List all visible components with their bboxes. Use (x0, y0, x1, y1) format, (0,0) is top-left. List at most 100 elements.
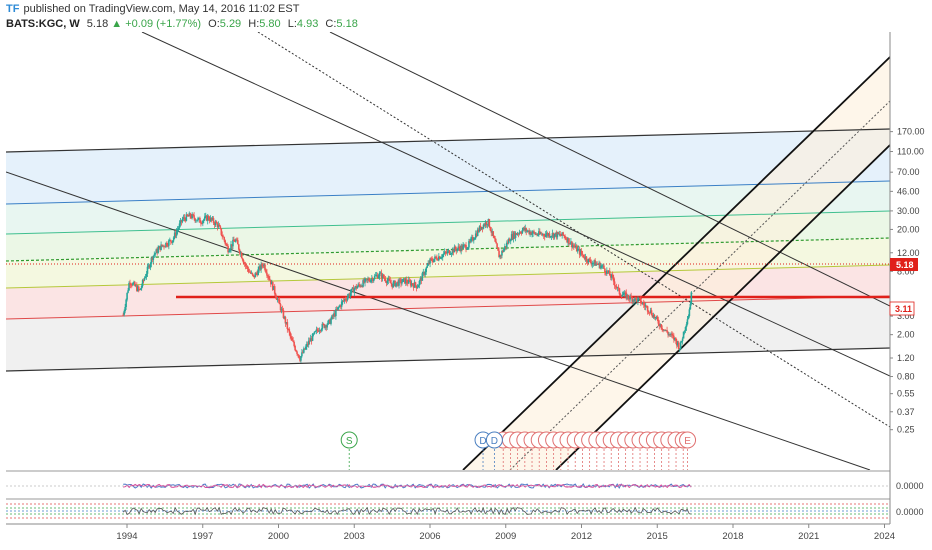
dividend-marker-label: D (491, 436, 498, 447)
rising-channel-lower[interactable] (555, 144, 890, 470)
candle-body (616, 287, 619, 289)
close-key: C: (325, 18, 337, 30)
candle-body (126, 292, 128, 300)
candle-body (286, 322, 289, 329)
candle-body (210, 217, 213, 220)
candle-body (629, 295, 631, 300)
candle-body (609, 275, 612, 278)
candle-body (537, 234, 539, 236)
brand-logo[interactable]: TF (6, 3, 20, 15)
candle-body (385, 281, 388, 284)
candle-body (628, 298, 630, 300)
candle-body (402, 279, 404, 283)
candle-body (344, 299, 347, 300)
descending-line-upper[interactable] (141, 32, 890, 377)
candle-body (215, 221, 218, 224)
candle-body (236, 239, 238, 241)
candle-body (393, 280, 395, 283)
channel-bottom-line[interactable] (6, 347, 890, 372)
candle-body (304, 348, 306, 350)
candle-body (380, 272, 383, 279)
candle-body (515, 233, 518, 235)
candle-body (137, 286, 140, 290)
candle-body (322, 323, 325, 325)
candle-body (207, 216, 210, 220)
time-axis[interactable]: 1994 1997 2000 2003 2006 2009 2012 2015 2018 2021… (6, 523, 895, 542)
candle-body (320, 329, 323, 331)
candle-body (478, 225, 481, 232)
candle-body (548, 233, 551, 237)
candle-body (283, 316, 286, 318)
candle-body (282, 310, 285, 318)
candle-body (681, 338, 684, 342)
dividend-marker[interactable] (485, 431, 503, 449)
candle-body (180, 220, 183, 222)
candle-body (237, 244, 240, 250)
candle-body (229, 249, 231, 252)
time-tick-label: 2018 (722, 531, 743, 542)
candle-body (666, 330, 668, 333)
split-marker[interactable] (340, 431, 358, 449)
candle-body (173, 232, 176, 238)
candle-body (285, 322, 288, 324)
earnings-marker-last[interactable] (679, 431, 697, 449)
symbol-name[interactable]: BATS:KGC, W (6, 18, 80, 30)
rising-channel-upper[interactable] (462, 56, 890, 470)
candle-body (183, 217, 186, 219)
candle-body (578, 248, 581, 255)
candle-body (388, 278, 391, 281)
price-tick-label: 3.00 (897, 311, 915, 321)
candle-body (190, 216, 192, 219)
candle-body (418, 280, 421, 286)
candle-body (421, 273, 424, 281)
candle-body (194, 218, 196, 222)
candle-body (575, 245, 578, 252)
candle-body (603, 265, 605, 269)
candle-body (504, 246, 506, 249)
candle-body (536, 234, 538, 236)
candle-body (244, 263, 247, 266)
channel-top-line[interactable] (6, 128, 890, 153)
candle-body (364, 278, 366, 283)
candle-body (493, 236, 495, 239)
candle-body (485, 222, 488, 225)
candle-body (330, 318, 332, 324)
descending-line-outer[interactable] (329, 32, 890, 307)
candle-body (660, 324, 663, 329)
candle-body (641, 303, 643, 305)
candle-body (357, 284, 360, 287)
candle-body (498, 250, 500, 258)
candle-body (593, 260, 596, 263)
candle-body (433, 259, 435, 262)
candle-body (252, 274, 255, 276)
candle-body (338, 306, 340, 308)
candle-body (514, 233, 517, 238)
descending-line-lower[interactable] (6, 171, 871, 470)
candle-body (651, 314, 654, 318)
candle-body (277, 299, 280, 301)
price-axis[interactable]: 170.00 110.00 70.00 46.00 30.00 20.00 12.00 8.0… (889, 32, 925, 524)
price-tick-label: 46.00 (897, 186, 920, 196)
candle-body (248, 271, 251, 273)
candle-body (480, 227, 483, 230)
candle-body (590, 262, 593, 265)
candle-body (158, 246, 160, 249)
candle-body (449, 254, 452, 255)
candle-body (333, 313, 335, 317)
candle-body (471, 237, 473, 239)
candle-body (492, 231, 495, 237)
candle-body (298, 354, 300, 359)
candle-body (469, 241, 471, 242)
candle-body (208, 219, 211, 222)
candle-body (479, 225, 482, 230)
candle-body (341, 300, 344, 302)
candle-body (310, 338, 313, 341)
candle-body (368, 279, 370, 281)
candle-body (138, 289, 141, 291)
candle-body (463, 244, 465, 246)
candle-body (264, 264, 266, 271)
channel-lines (6, 32, 890, 470)
candle-body (608, 270, 611, 276)
candle-body (470, 238, 472, 242)
